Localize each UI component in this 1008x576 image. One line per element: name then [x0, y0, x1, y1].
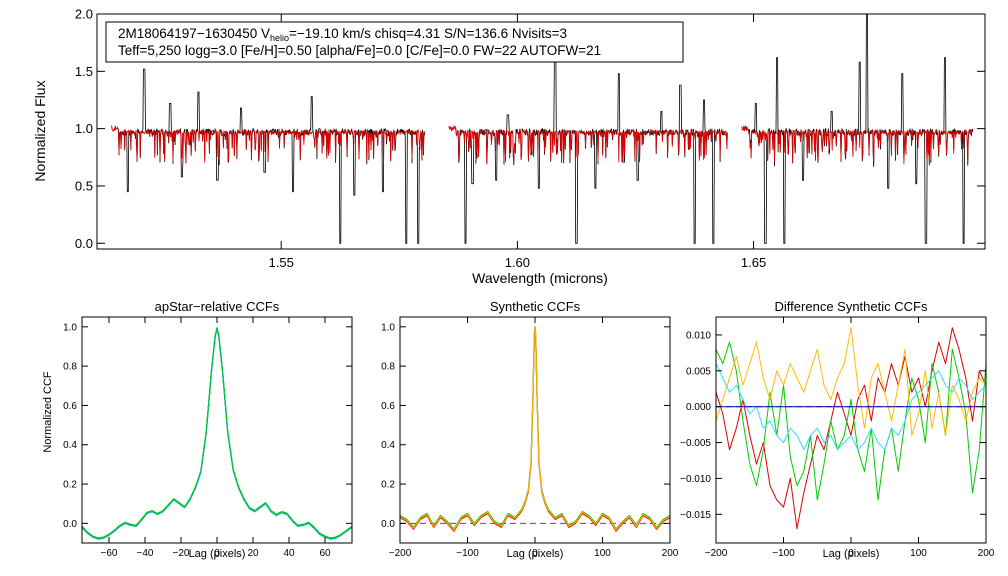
series-line-visit-3 [399, 327, 671, 531]
synthetic-ccf-title: Synthetic CCFs [490, 299, 581, 314]
annotation-helio-subscript: helio [270, 33, 289, 43]
x-tick-label: 0 [848, 548, 854, 559]
y-tick-label: 0.000 [686, 402, 711, 413]
x-tick-label: 200 [978, 548, 995, 559]
y-tick-label: 0.5 [75, 178, 93, 193]
difference-ccf-axes: −200 −100 0 100 200 −0.015 −0.010 −0.005 0.000 0.… [680, 317, 995, 559]
model-spectrum-chip-2 [448, 124, 728, 163]
y-tick-label: 2.0 [75, 7, 93, 22]
y-tick-label: 0.6 [63, 401, 77, 412]
apstar-ccf-xlabel: Lag (pixels) [189, 548, 246, 560]
x-tick-label: −40 [137, 548, 154, 559]
series-line-visit-3 [81, 328, 353, 540]
difference-ccf-xlabel: Lag (pixels) [823, 548, 880, 560]
spectrum-frame [96, 13, 986, 250]
x-tick-label: 1.60 [505, 255, 530, 270]
y-tick-label: 0.005 [686, 366, 711, 377]
y-tick-label: −0.010 [680, 474, 711, 485]
difference-ccf-title: Difference Synthetic CCFs [775, 299, 928, 314]
x-tick-label: 40 [283, 548, 295, 559]
annotation-star-id: 2M18064197−1630450 V [118, 26, 270, 41]
annotation-line-1: 2M18064197−1630450 Vhelio=−19.10 km/s ch… [118, 26, 567, 43]
observed-spectrum-chip-3 [741, 13, 974, 244]
x-tick-label: 0 [532, 548, 538, 559]
synthetic-ccf-xlabel: Lag (pixels) [507, 548, 564, 560]
apstar-ccf-panel: apStar−relative CCFs −60 −40 −20 0 20 40 60 0.0… [42, 299, 353, 560]
model-spectrum-chip-3 [741, 125, 974, 165]
apstar-ccf-ylabel: Normalized CCF [42, 371, 54, 453]
y-tick-label: 0.6 [381, 401, 395, 412]
series-line-visit-2 [81, 327, 353, 539]
x-tick-label: 20 [247, 548, 259, 559]
x-tick-label: −20 [173, 548, 190, 559]
y-tick-label: 0.8 [381, 362, 395, 373]
y-tick-label: −0.005 [680, 438, 711, 449]
series-line-visit-4-cyan- [715, 363, 987, 451]
x-tick-label: 200 [662, 548, 679, 559]
x-tick-label: 1.65 [741, 255, 766, 270]
synthetic-ccf-plot-area [399, 326, 671, 532]
x-tick-label: −100 [772, 548, 795, 559]
series-line-visit-1 [399, 328, 671, 532]
y-tick-label: 1.0 [75, 121, 93, 136]
apstar-ccf-title: apStar−relative CCFs [155, 299, 280, 314]
x-tick-label: 0 [214, 548, 220, 559]
series-line-visit-2-green- [715, 341, 987, 501]
y-tick-label: 0.010 [686, 330, 711, 341]
y-tick-label: 0.2 [63, 480, 77, 491]
spectrum-panel: 1.55 1.60 1.65 0.0 0.5 1.0 1.5 2.0 Wavelength (… [32, 7, 986, 286]
x-tick-label: −200 [705, 548, 728, 559]
annotation-line-2: Teff=5,250 logg=3.0 [Fe/H]=0.50 [alpha/F… [118, 43, 601, 58]
spectrum-xlabel: Wavelength (microns) [472, 270, 608, 286]
series-line-visit-1-red- [715, 327, 987, 530]
y-tick-label: 1.0 [381, 322, 395, 333]
y-tick-label: −0.015 [680, 510, 711, 521]
synthetic-ccf-panel: Synthetic CCFs −200 −100 0 100 200 0.0 0.2 0.4 0… [381, 299, 679, 560]
apstar-ccf-frame [81, 316, 353, 544]
observed-spectrum-chip-2 [448, 57, 728, 244]
synthetic-ccf-axes: −200 −100 0 100 200 0.0 0.2 0.4 0.6 0.8 1.0 [381, 317, 679, 559]
y-tick-label: 0.0 [381, 519, 395, 530]
x-tick-label: 100 [594, 548, 611, 559]
y-tick-label: 0.0 [75, 236, 93, 251]
series-line-visit-3-yellow- [715, 327, 987, 436]
model-spectrum-chip-1 [110, 125, 426, 163]
x-tick-label: −60 [101, 548, 118, 559]
y-tick-label: 0.0 [63, 519, 77, 530]
spectrum-ylabel: Normalized Flux [32, 80, 48, 181]
synthetic-ccf-frame [399, 316, 671, 544]
annotation-box [105, 21, 684, 63]
y-tick-label: 1.5 [75, 64, 93, 79]
difference-ccf-panel: Difference Synthetic CCFs −200 −100 0 100 20… [680, 299, 995, 560]
y-tick-label: 0.8 [63, 362, 77, 373]
apstar-ccf-axes: −60 −40 −20 0 20 40 60 0.0 0.2 0.4 0.6 0.8 1.0 [63, 317, 352, 559]
y-tick-label: 0.4 [381, 440, 395, 451]
spectrum-plot-area [110, 13, 974, 244]
x-tick-label: −200 [389, 548, 412, 559]
apstar-ccf-plot-area [81, 327, 353, 540]
y-tick-label: 0.2 [381, 480, 395, 491]
x-tick-label: 100 [910, 548, 927, 559]
x-tick-label: −100 [456, 548, 479, 559]
spectrum-annotation: 2M18064197−1630450 Vhelio=−19.10 km/s ch… [105, 21, 684, 63]
difference-ccf-plot-area [715, 327, 987, 530]
annotation-stats: =−19.10 km/s chisq=4.31 S/N=136.6 Nvisit… [289, 26, 567, 41]
x-tick-label: 1.55 [269, 255, 294, 270]
series-line-visit-1 [81, 328, 353, 540]
spectrum-axes: 1.55 1.60 1.65 0.0 0.5 1.0 1.5 2.0 [75, 7, 985, 270]
y-tick-label: 1.0 [63, 322, 77, 333]
y-tick-label: 0.4 [63, 440, 77, 451]
x-tick-label: 60 [319, 548, 331, 559]
series-line-visit-2 [399, 326, 671, 530]
series-line-dashed-overlay [81, 327, 353, 539]
